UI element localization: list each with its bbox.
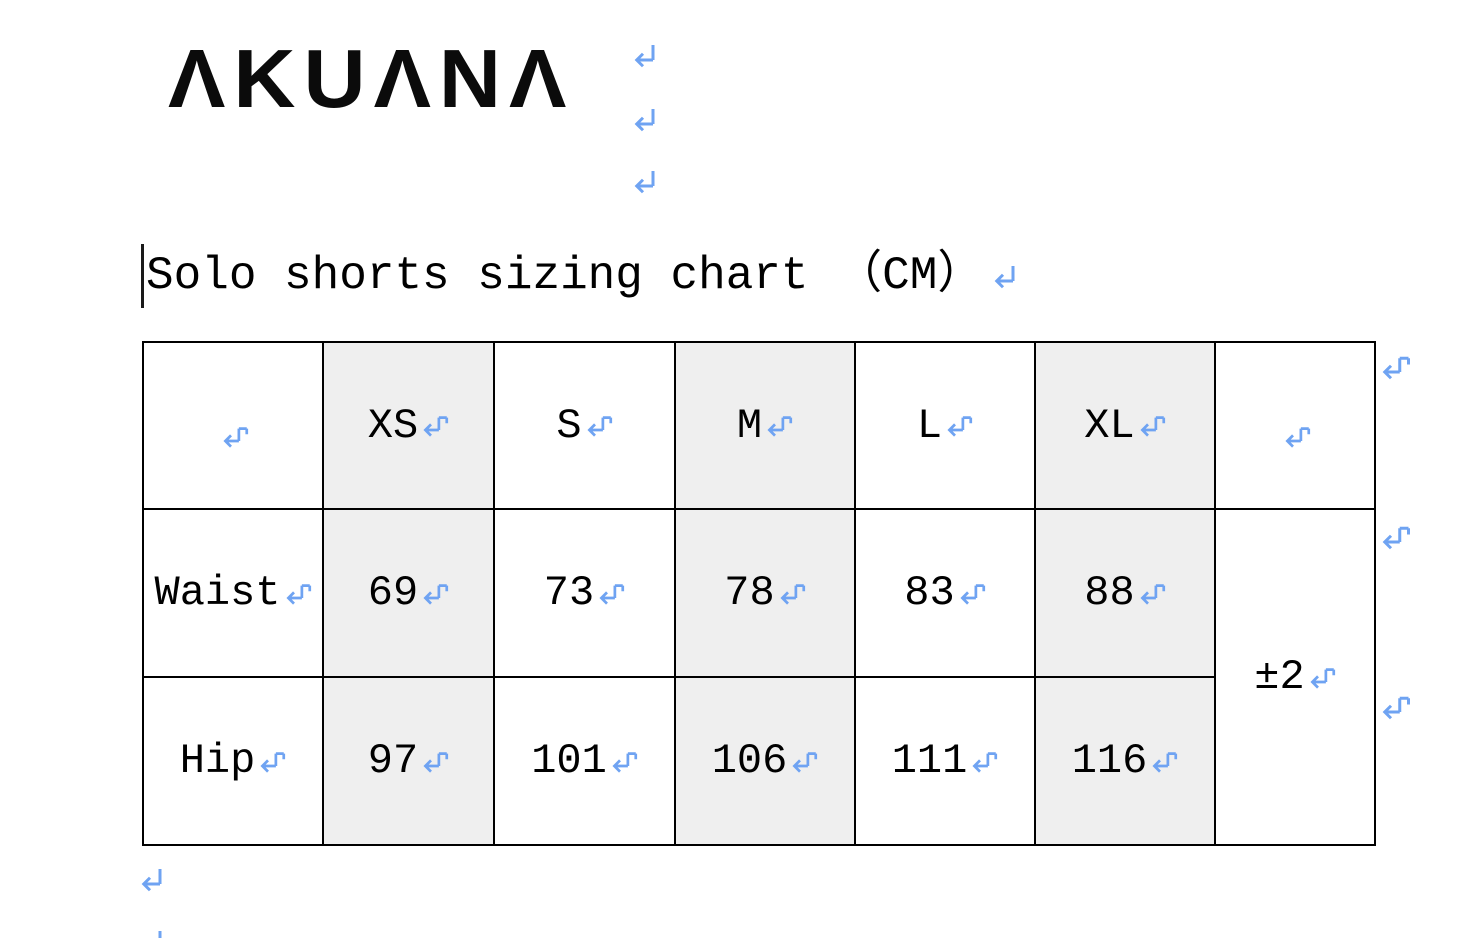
cell-end-mark-icon	[598, 580, 625, 607]
table-row-hip: Hip 97	[142, 676, 1375, 846]
header-label: S	[556, 401, 582, 450]
value-cell[interactable]: 88	[1034, 508, 1216, 678]
row-label: Hip	[179, 737, 256, 785]
page-title[interactable]: Solo shorts sizing chart （CM）	[146, 250, 984, 302]
tolerance-value: ±2	[1254, 653, 1305, 701]
header-label: XS	[367, 401, 419, 450]
cell-value: 101	[531, 737, 607, 785]
cell-end-mark-icon	[259, 748, 286, 775]
header-cell[interactable]: S	[493, 341, 676, 510]
cell-end-mark-icon	[1284, 423, 1311, 450]
row-end-mark-icon	[1381, 352, 1411, 382]
cell-end-mark-icon	[1139, 412, 1166, 439]
cell-value: 73	[543, 569, 595, 617]
sizing-table[interactable]: XS S	[142, 341, 1376, 846]
cell-end-mark-icon	[1139, 580, 1166, 607]
value-cell[interactable]: 78	[674, 508, 856, 678]
table-row-waist: Waist 69	[142, 508, 1376, 846]
header-cell[interactable]: XS	[322, 341, 495, 510]
cell-end-mark-icon	[611, 748, 638, 775]
cell-value: 78	[724, 569, 775, 617]
cell-value: 69	[367, 569, 419, 617]
cell-value: 88	[1084, 569, 1135, 617]
value-cell[interactable]: 116	[1034, 676, 1216, 846]
value-cell[interactable]: 111	[854, 676, 1036, 846]
brand-logo[interactable]: ΛKUΛNΛ	[168, 32, 575, 126]
header-label: XL	[1084, 401, 1135, 450]
cell-value: 116	[1071, 737, 1148, 785]
cell-end-mark-icon	[791, 748, 818, 775]
tolerance-cell[interactable]: ±2	[1214, 508, 1376, 846]
cell-end-mark-icon	[1309, 664, 1336, 691]
value-cell[interactable]: 69	[322, 508, 495, 678]
row-label: Waist	[154, 569, 281, 617]
cell-end-mark-icon	[946, 412, 973, 439]
cell-value: 111	[891, 737, 968, 785]
cell-value: 83	[904, 569, 955, 617]
header-cell[interactable]: XL	[1034, 341, 1216, 510]
header-cell[interactable]	[142, 341, 324, 510]
header-cell[interactable]: L	[854, 341, 1036, 510]
value-cell[interactable]: 101	[493, 676, 676, 846]
cell-end-mark-icon	[285, 580, 312, 607]
header-label: L	[916, 401, 943, 450]
cell-value: 106	[711, 737, 788, 785]
cell-end-mark-icon	[586, 412, 613, 439]
row-end-mark-icon	[1381, 692, 1411, 722]
text-cursor	[141, 244, 144, 308]
paragraph-mark-icon	[633, 166, 663, 196]
paragraph-mark-icon	[633, 40, 663, 70]
header-label: M	[736, 401, 763, 450]
paragraph-mark-icon	[140, 926, 170, 938]
cell-end-mark-icon	[959, 580, 986, 607]
document-title-line[interactable]: Solo shorts sizing chart （CM）	[141, 244, 1023, 308]
paragraph-mark-icon	[140, 864, 170, 894]
value-cell[interactable]: 106	[674, 676, 856, 846]
cell-end-mark-icon	[222, 423, 249, 450]
cell-end-mark-icon	[779, 580, 806, 607]
row-label-cell[interactable]: Hip	[142, 676, 324, 846]
cell-end-mark-icon	[1151, 748, 1178, 775]
cell-end-mark-icon	[422, 748, 449, 775]
cell-end-mark-icon	[971, 748, 998, 775]
cell-value: 97	[367, 737, 419, 785]
value-cell[interactable]: 83	[854, 508, 1036, 678]
row-label-cell[interactable]: Waist	[142, 508, 324, 678]
cell-end-mark-icon	[422, 412, 449, 439]
table-header-row: XS S	[142, 341, 1376, 510]
value-cell[interactable]: 97	[322, 676, 495, 846]
header-cell[interactable]: M	[674, 341, 856, 510]
row-end-mark-icon	[1381, 522, 1411, 552]
cell-end-mark-icon	[766, 412, 793, 439]
header-cell[interactable]	[1214, 341, 1376, 510]
paragraph-mark-icon	[633, 104, 663, 134]
cell-end-mark-icon	[422, 580, 449, 607]
paragraph-mark-icon	[993, 261, 1023, 291]
value-cell[interactable]: 73	[493, 508, 676, 678]
